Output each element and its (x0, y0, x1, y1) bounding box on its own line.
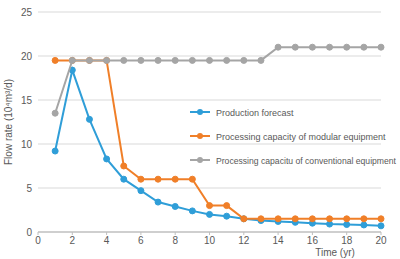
series-marker (309, 44, 315, 50)
series-marker (121, 163, 127, 169)
y-tick-label: 25 (21, 7, 33, 18)
series-marker (344, 216, 350, 222)
series-marker (189, 176, 195, 182)
grid-line (38, 12, 381, 13)
series-marker (378, 223, 384, 229)
legend-label: Processing capacitu of conventional equi… (216, 156, 396, 166)
x-tick-label: 10 (204, 235, 216, 246)
series-marker (86, 57, 92, 63)
series-marker (104, 57, 110, 63)
x-tick-label: 6 (138, 235, 144, 246)
series-marker (138, 176, 144, 182)
series-marker (207, 211, 213, 217)
series-marker (155, 57, 161, 63)
series-marker (344, 44, 350, 50)
series-marker (378, 216, 384, 222)
y-tick-label: 0 (26, 227, 32, 238)
series-marker (121, 176, 127, 182)
series-marker (138, 57, 144, 63)
series-marker (258, 57, 264, 63)
legend-label: Processing capacity of modular equipment (216, 132, 386, 142)
series-marker (52, 110, 58, 116)
x-tick-label: 14 (273, 235, 285, 246)
series-line (55, 70, 381, 226)
series-marker (104, 57, 110, 63)
series-marker (361, 44, 367, 50)
grid-line (38, 100, 381, 101)
series-marker (52, 148, 58, 154)
y-tick-label: 15 (21, 95, 33, 106)
series-marker (241, 216, 247, 222)
x-tick-label: 20 (375, 235, 387, 246)
legend-marker (197, 133, 203, 139)
series-marker (86, 57, 92, 63)
series-marker (172, 203, 178, 209)
legend-marker (197, 157, 203, 163)
x-axis-title: Time (yr) (315, 247, 355, 258)
chart: 0 5 10 15 20 25 0 2 4 6 8 10 12 14 16 18 20 Flow rate (10… (0, 0, 400, 259)
series-marker (327, 216, 333, 222)
y-axis-title: Flow rate (10⁴m³/d) (3, 79, 14, 165)
legend-label: Production forecast (216, 108, 294, 118)
series-marker (207, 203, 213, 209)
series-marker (69, 57, 75, 63)
series-marker (86, 116, 92, 122)
grid-line (38, 188, 381, 189)
series-marker (155, 176, 161, 182)
series-marker (224, 213, 230, 219)
grid-line (38, 56, 381, 57)
series-marker (224, 57, 230, 63)
series-marker (344, 222, 350, 228)
y-tick-label: 20 (21, 51, 33, 62)
series-marker (241, 57, 247, 63)
x-tick-label: 4 (104, 235, 110, 246)
y-tick-label: 5 (26, 183, 32, 194)
series-marker (258, 216, 264, 222)
series-marker (104, 156, 110, 162)
x-tick-label: 2 (70, 235, 76, 246)
series-marker (309, 216, 315, 222)
series-marker (172, 57, 178, 63)
series-marker (241, 216, 247, 222)
series-marker (361, 216, 367, 222)
series-marker (275, 216, 281, 222)
series-marker (189, 208, 195, 214)
series-marker (155, 199, 161, 205)
x-tick-label: 8 (172, 235, 178, 246)
x-tick-label: 16 (307, 235, 319, 246)
legend-marker (197, 109, 203, 115)
series-marker (378, 44, 384, 50)
series-marker (292, 44, 298, 50)
x-tick-label: 18 (341, 235, 353, 246)
series-marker (224, 203, 230, 209)
series-marker (207, 57, 213, 63)
series-line (55, 47, 381, 113)
series-marker (52, 57, 58, 63)
series-marker (327, 44, 333, 50)
series-marker (292, 216, 298, 222)
series-marker (361, 222, 367, 228)
series-marker (69, 57, 75, 63)
series-marker (121, 57, 127, 63)
x-tick-label: 0 (35, 235, 41, 246)
series-marker (275, 44, 281, 50)
series-marker (138, 188, 144, 194)
series-marker (189, 57, 195, 63)
series-marker (172, 176, 178, 182)
grid-line (38, 144, 381, 145)
x-tick-label: 12 (238, 235, 250, 246)
y-tick-label: 10 (21, 139, 33, 150)
